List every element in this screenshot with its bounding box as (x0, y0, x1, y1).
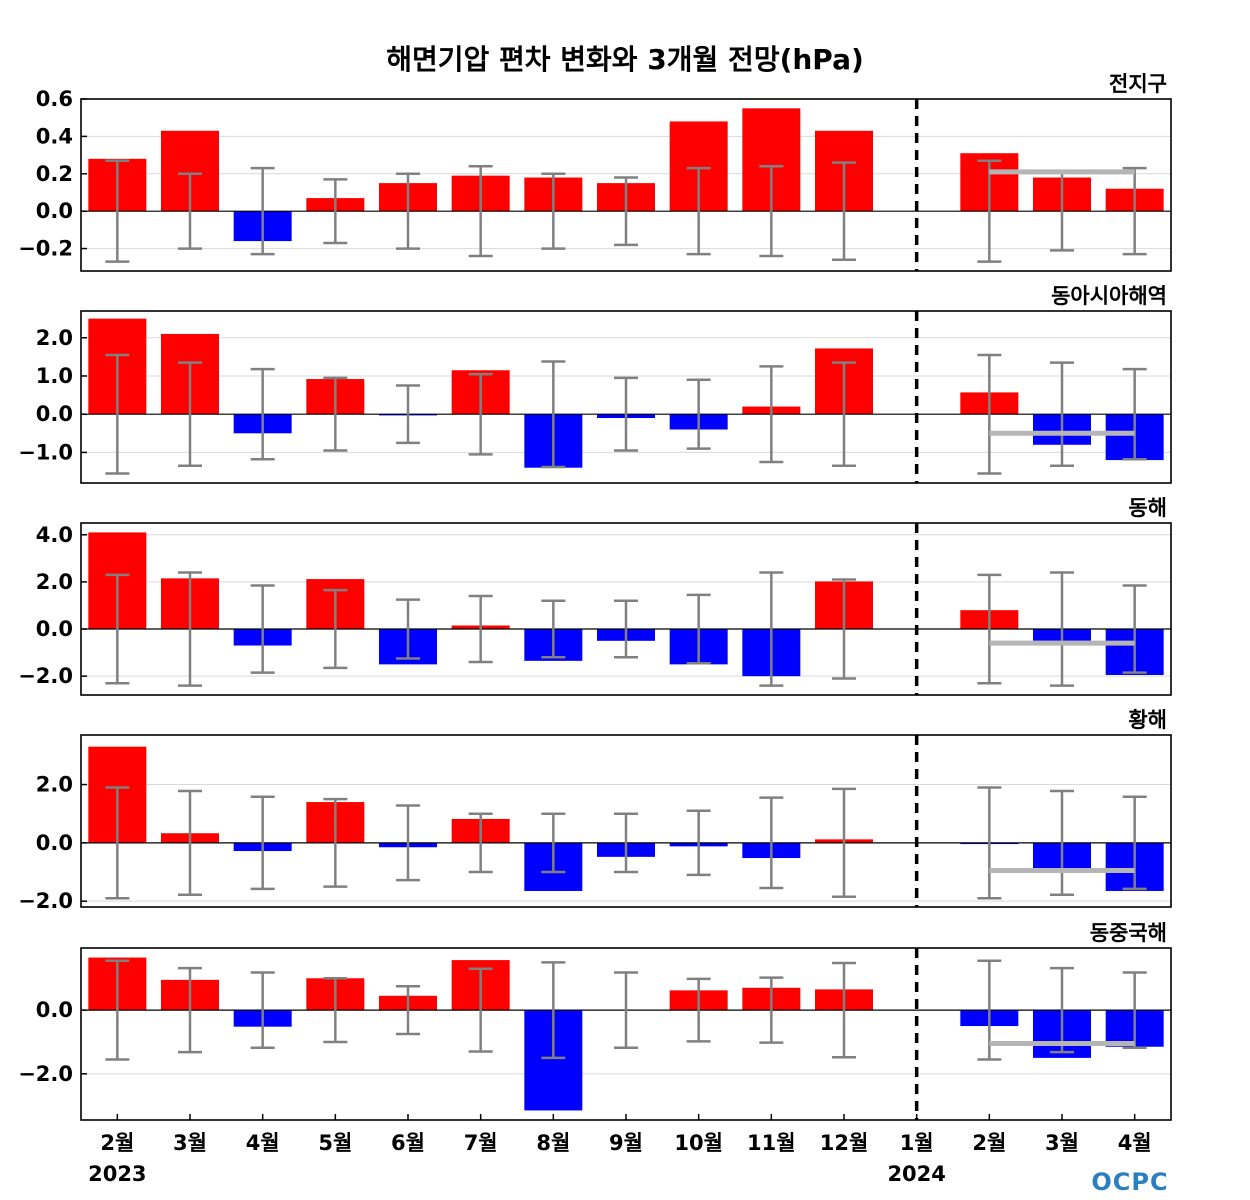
panel-frame (80, 98, 1172, 272)
panel-title: 동해 (1128, 496, 1167, 520)
x-year-label: 2024 (887, 1162, 945, 1186)
y-tick-label: 2.0 (36, 326, 73, 350)
panel-title: 전지구 (1109, 72, 1167, 96)
x-tick-label: 9월 (609, 1131, 643, 1155)
x-year-label: 2023 (88, 1162, 146, 1186)
y-tick-label: 0.0 (36, 831, 73, 855)
panel-3: 4.0 2.0 0.0 −2.0 동해 (18, 496, 1172, 696)
panels: 0.6 0.4 0.2 0.0 −0.2 전지구 2.0 1.0 0.0 −1.0 동아시아해역 4.… (18, 72, 1172, 1121)
chart-title: 해면기압 편차 변화와 3개월 전망(hPa) (386, 43, 864, 76)
y-tick-label: −2.0 (18, 1062, 73, 1086)
x-tick-label: 11월 (747, 1131, 796, 1155)
x-axis: 2월 3월 4월 5월 6월 7월 8월 9월 10월 11월 12월 1월 2월 3월 4월 2023 202… (88, 1114, 1152, 1186)
y-tick-label: 0.6 (36, 87, 73, 111)
y-tick-label: −0.2 (18, 237, 73, 261)
ocpc-logo: OCPC (1091, 1168, 1168, 1196)
panel-frame (80, 522, 1172, 696)
y-tick-label: 0.0 (36, 998, 73, 1022)
y-tick-label: −2.0 (18, 664, 73, 688)
y-tick-label: 2.0 (36, 570, 73, 594)
panel-5: 0.0 −2.0 동중국해 (18, 921, 1172, 1121)
x-tick-label: 2월 (972, 1131, 1006, 1155)
x-tick-label: 2월 (100, 1131, 134, 1155)
panel-2: 2.0 1.0 0.0 −1.0 동아시아해역 (18, 284, 1172, 484)
x-tick-label: 4월 (1118, 1131, 1152, 1155)
y-tick-label: 4.0 (36, 523, 73, 547)
panel-title: 황해 (1128, 708, 1167, 732)
x-tick-label: 4월 (246, 1131, 280, 1155)
x-tick-label: 1월 (900, 1131, 934, 1155)
y-tick-label: 0.0 (36, 402, 73, 426)
panel-title: 동중국해 (1090, 921, 1167, 945)
panel-4: 2.0 0.0 −2.0 황해 (18, 708, 1172, 913)
x-tick-label: 10월 (674, 1131, 723, 1155)
x-tick-label: 3월 (173, 1131, 207, 1155)
x-tick-label: 7월 (464, 1131, 498, 1155)
x-tick-label: 12월 (820, 1131, 869, 1155)
panel-1: 0.6 0.4 0.2 0.0 −0.2 전지구 (18, 72, 1172, 272)
panel-title: 동아시아해역 (1051, 284, 1167, 308)
x-tick-label: 3월 (1045, 1131, 1079, 1155)
y-tick-label: 1.0 (36, 364, 73, 388)
y-tick-label: 0.0 (36, 199, 73, 223)
x-tick-label: 6월 (391, 1131, 425, 1155)
x-tick-label: 5월 (318, 1131, 352, 1155)
y-tick-label: 0.0 (36, 617, 73, 641)
x-tick-label: 8월 (536, 1131, 570, 1155)
panel-frame (80, 734, 1172, 908)
y-tick-label: 0.2 (36, 162, 73, 186)
y-tick-label: 0.4 (36, 124, 73, 148)
y-tick-label: −1.0 (18, 440, 73, 464)
y-tick-label: 2.0 (36, 773, 73, 797)
panel-frame (80, 310, 1172, 484)
y-tick-label: −2.0 (18, 889, 73, 913)
